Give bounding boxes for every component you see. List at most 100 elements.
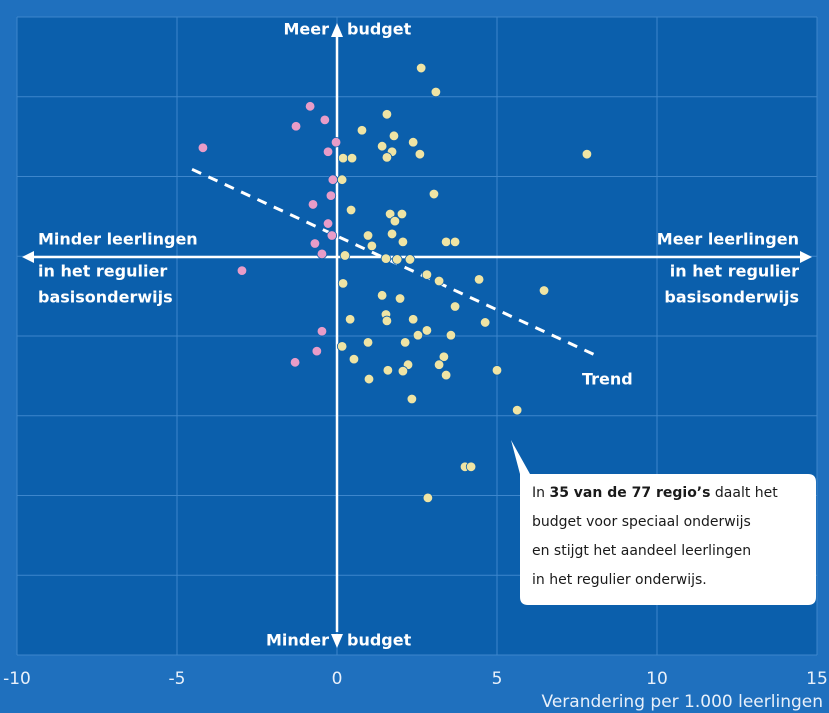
point (322, 146, 334, 157)
point (309, 238, 321, 249)
point (344, 314, 356, 325)
point (362, 337, 374, 348)
right-label: in het regulier (670, 262, 799, 281)
point (316, 326, 328, 337)
point (330, 137, 342, 148)
point (445, 330, 457, 341)
point (430, 86, 442, 98)
point (336, 341, 348, 352)
callout-box (511, 440, 816, 605)
x-tick-label: 15 (806, 669, 828, 689)
point (421, 269, 433, 280)
point (412, 330, 424, 341)
x-tick-label: 5 (492, 669, 503, 689)
point (363, 373, 375, 385)
trend-label: Trend (582, 370, 633, 389)
point (511, 404, 523, 416)
point (388, 130, 400, 142)
point (381, 152, 393, 163)
point (339, 250, 351, 261)
x-tick-label: 10 (646, 669, 668, 689)
point (396, 208, 408, 220)
point (491, 365, 503, 376)
point (414, 148, 426, 160)
bottom-label: budget (347, 631, 412, 650)
point (407, 137, 419, 148)
point (473, 274, 485, 285)
point (479, 317, 491, 328)
point (406, 393, 418, 405)
point (322, 218, 334, 229)
point (348, 353, 360, 365)
point (449, 301, 461, 312)
point (366, 240, 378, 252)
point (389, 215, 401, 227)
x-tick-label: -5 (169, 669, 186, 689)
point (538, 285, 550, 296)
point (433, 359, 445, 370)
point (386, 228, 398, 240)
arrow-down (331, 634, 343, 648)
point (356, 125, 368, 136)
left-label: Minder leerlingen (38, 230, 198, 249)
arrow-right (800, 251, 812, 263)
point (345, 204, 357, 216)
left-label: basisonderwijs (38, 288, 173, 307)
callout-text: in het regulier onderwijs. (532, 572, 707, 588)
right-label: Meer leerlingen (657, 230, 799, 249)
point (380, 253, 392, 264)
point (399, 337, 411, 348)
point (290, 121, 302, 132)
point (346, 152, 358, 164)
point (428, 188, 440, 200)
point (407, 314, 419, 325)
top-label: budget (347, 20, 412, 39)
point (440, 236, 452, 248)
point (422, 492, 434, 504)
point (304, 101, 316, 112)
callout-text: In 35 van de 77 regio’s daalt het (532, 485, 778, 501)
point (404, 254, 416, 265)
bottom-label: Minder (266, 631, 329, 650)
right-label: basisonderwijs (664, 288, 799, 307)
point (381, 109, 393, 120)
point (327, 174, 339, 185)
arrow-up (331, 23, 343, 37)
point (581, 148, 593, 160)
x-tick-label: -10 (3, 669, 31, 689)
point (381, 315, 393, 327)
point (449, 236, 461, 248)
point (337, 278, 349, 289)
point (325, 190, 337, 201)
point (384, 208, 396, 220)
x-tick-label: 0 (332, 669, 343, 689)
point (236, 265, 248, 276)
point (307, 199, 319, 210)
point (319, 114, 331, 126)
left-label: in het regulier (38, 262, 167, 281)
point (421, 325, 433, 336)
arrow-left (22, 251, 34, 263)
point (337, 152, 349, 164)
point (362, 230, 374, 241)
point (376, 140, 388, 152)
point (289, 357, 301, 368)
point (397, 365, 409, 377)
point (440, 369, 452, 381)
point (197, 142, 209, 153)
point (382, 365, 394, 376)
point (394, 293, 406, 304)
callout-text: budget voor speciaal onderwijs (532, 514, 751, 530)
x-axis-label: Verandering per 1.000 leerlingen (542, 692, 823, 712)
point (326, 230, 338, 241)
point (415, 62, 427, 74)
point (391, 254, 403, 265)
point (465, 461, 477, 472)
top-label: Meer (283, 20, 329, 39)
point (316, 248, 328, 260)
point (311, 345, 323, 357)
point (433, 275, 445, 287)
point (397, 236, 409, 248)
point (376, 290, 388, 301)
